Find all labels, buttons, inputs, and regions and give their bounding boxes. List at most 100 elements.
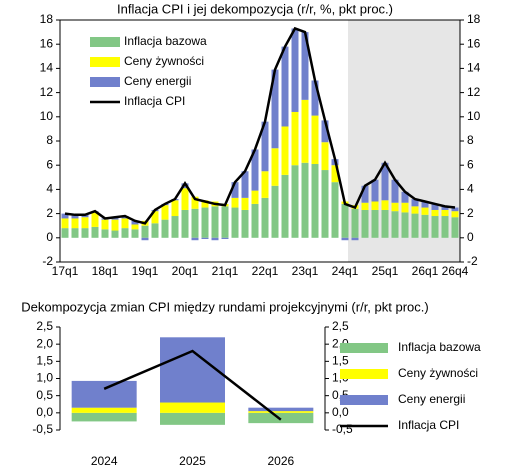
cpi-line	[64, 26, 456, 225]
bar-segment	[201, 200, 209, 208]
legend-label: Inflacja CPI	[124, 94, 185, 108]
y-tick-label: 2,0	[36, 336, 53, 350]
bar-segment	[421, 201, 429, 208]
bar-segment	[381, 200, 389, 210]
bar-segment	[161, 205, 169, 220]
x-tick-label: 22q1	[252, 264, 279, 278]
bar-segment	[191, 196, 199, 209]
y2-tick-label: -0,5	[332, 422, 353, 436]
bar-segment	[271, 148, 279, 186]
bar-segment	[291, 28, 299, 112]
bar-segment	[201, 237, 209, 240]
bar-segment	[431, 216, 439, 238]
legend-label: Inflacja bazowa	[398, 340, 481, 354]
bar-segment	[321, 170, 329, 238]
bar-segment	[311, 115, 319, 164]
bar-segment	[361, 185, 369, 203]
bar-segment	[361, 209, 369, 238]
y-tick-label: 2	[46, 206, 53, 220]
x-tick-label: 2024	[91, 454, 118, 468]
bar-segment	[351, 208, 359, 238]
bar-segment	[421, 214, 429, 238]
y2-tick-label: -2	[467, 254, 478, 268]
bar-segment	[111, 230, 119, 238]
bar-segment	[281, 174, 289, 238]
bar-segment	[181, 188, 189, 210]
bar-segment	[261, 121, 269, 172]
bar-segment	[241, 171, 249, 198]
bar-segment	[211, 237, 219, 241]
bar-segment	[421, 207, 429, 215]
y2-tick-label: 2	[467, 206, 474, 220]
legend-swatch	[90, 57, 120, 67]
legend-swatch	[90, 77, 120, 87]
bar-segment	[321, 120, 329, 143]
bar-segment	[131, 220, 139, 225]
y2-tick-label: 12	[467, 85, 481, 99]
x-tick-label: 2025	[179, 454, 206, 468]
chart-title: Inflacja CPI i jej dekompozycja (r/r, %,…	[117, 1, 393, 16]
bar-segment	[61, 218, 69, 229]
y-tick-label: 0,0	[36, 405, 53, 419]
y2-tick-label: 14	[467, 61, 481, 75]
bar-segment	[241, 197, 249, 210]
y-tick-label: 12	[40, 85, 54, 99]
y2-tick-label: 18	[467, 12, 481, 26]
bar-segment	[81, 228, 89, 238]
bar-segment	[391, 202, 399, 212]
bar-segment	[91, 212, 99, 227]
y-tick-label: 16	[40, 36, 54, 50]
bar-segment	[248, 411, 314, 413]
y-tick-label: 0	[46, 230, 53, 244]
bar-segment	[231, 207, 239, 238]
bar-segment	[271, 185, 279, 238]
bar-segment	[331, 182, 339, 238]
bar-segment	[381, 209, 389, 238]
bar-segment	[341, 203, 349, 238]
bar-segment	[231, 182, 239, 198]
y-tick-label: 2,5	[36, 319, 53, 333]
y-tick-label: 4	[46, 182, 53, 196]
y-tick-label: -2	[42, 254, 53, 268]
bar-segment	[441, 209, 449, 217]
bar-segment	[411, 199, 419, 207]
bar-segment	[241, 209, 249, 238]
bar-segment	[141, 225, 149, 238]
bar-segment	[451, 217, 459, 238]
x-tick-label: 24q1	[332, 264, 359, 278]
bar-segment	[71, 214, 79, 219]
bar-segment	[71, 218, 79, 229]
y-tick-label: 1,5	[36, 354, 53, 368]
y-tick-label: 10	[40, 109, 54, 123]
x-tick-label: 18q1	[92, 264, 119, 278]
x-tick-label: 26q1	[412, 264, 439, 278]
y-tick-label: 14	[40, 61, 54, 75]
x-tick-label: 25q1	[372, 264, 399, 278]
bar-segment	[171, 200, 179, 217]
y2-tick-label: 0,0	[332, 405, 349, 419]
bar-segment	[248, 407, 314, 412]
bar-segment	[101, 219, 109, 230]
legend-label: Ceny żywności	[124, 54, 204, 68]
bar-segment	[411, 206, 419, 214]
y2-tick-label: 6	[467, 157, 474, 171]
bar-segment	[181, 209, 189, 238]
bar-segment	[371, 201, 379, 210]
x-tick-label: 2026	[267, 454, 294, 468]
y2-tick-label: 0	[467, 230, 474, 244]
x-tick-label: 21q1	[212, 264, 239, 278]
bar-segment	[160, 337, 225, 403]
bar-segment	[131, 224, 139, 230]
x-tick-label: 26q4	[442, 264, 469, 278]
bar-segment	[401, 202, 409, 213]
chart-title: Dekompozycja zmian CPI między rundami pr…	[21, 299, 428, 314]
y-tick-label: -0,5	[32, 422, 53, 436]
bar-segment	[401, 191, 409, 203]
bar-segment	[371, 209, 379, 238]
bar-segment	[221, 206, 229, 238]
y-tick-label: 1,0	[36, 371, 53, 385]
bar-segment	[131, 229, 139, 238]
bar-segment	[231, 197, 239, 208]
bar-segment	[291, 111, 299, 166]
bar-segment	[271, 69, 279, 149]
